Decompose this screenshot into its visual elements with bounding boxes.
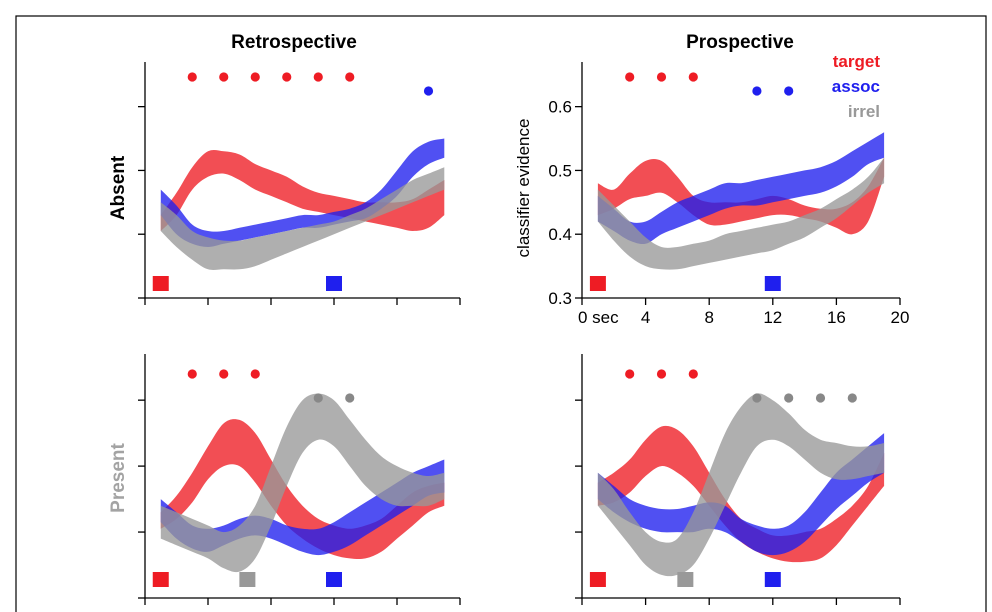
event-marker xyxy=(764,572,781,587)
column-title-retrospective: Retrospective xyxy=(231,32,357,53)
series-band-irrel xyxy=(160,167,445,271)
figure-border xyxy=(15,15,987,612)
row-label-present: Present xyxy=(108,442,129,512)
panel-present-retrospective xyxy=(138,354,461,605)
y-tick-label: 0.4 xyxy=(548,225,572,244)
y-axis-title: classifier evidence xyxy=(514,119,533,258)
legend-assoc: assoc xyxy=(832,77,880,96)
row-label-absent: Absent xyxy=(108,155,129,220)
series-band-assoc xyxy=(597,132,885,245)
x-tick-label: 0 sec xyxy=(578,308,619,327)
event-marker xyxy=(152,572,169,587)
x-tick-label: 12 xyxy=(763,308,782,327)
significance-dot xyxy=(815,393,826,403)
legend-irrel: irrel xyxy=(848,102,880,121)
event-marker xyxy=(677,572,694,587)
significance-dot xyxy=(345,72,355,82)
series-band-irrel xyxy=(597,157,885,270)
significance-dot xyxy=(656,72,667,82)
series-band-target xyxy=(597,425,885,563)
column-title-prospective: Prospective xyxy=(686,32,794,53)
significance-dot xyxy=(688,369,698,379)
event-marker xyxy=(764,276,781,291)
y-tick-label: 0.3 xyxy=(548,289,572,308)
series-band-assoc xyxy=(597,433,885,556)
significance-dot xyxy=(847,393,857,403)
event-marker xyxy=(326,276,342,291)
significance-dot xyxy=(250,72,260,82)
significance-dot xyxy=(784,86,794,96)
significance-dot xyxy=(784,393,794,403)
series-band-irrel xyxy=(160,393,445,573)
significance-dot xyxy=(219,369,229,379)
significance-dot xyxy=(752,86,762,96)
significance-dot xyxy=(345,393,355,403)
event-marker xyxy=(152,276,169,291)
x-tick-label: 20 xyxy=(891,308,910,327)
significance-dot xyxy=(250,369,260,379)
panel-present-prospective xyxy=(575,354,901,605)
legend-target: target xyxy=(833,52,881,71)
x-tick-label: 8 xyxy=(704,308,713,327)
significance-dot xyxy=(625,72,635,82)
x-tick-label: 16 xyxy=(827,308,846,327)
significance-dot xyxy=(752,393,762,403)
x-tick-label: 4 xyxy=(641,308,650,327)
significance-dot xyxy=(313,72,323,82)
significance-dot xyxy=(187,369,197,379)
significance-dot xyxy=(625,369,635,379)
panel-absent-prospective: 0.3 0.4 0.5 0.6 0 sec 4 8 12 16 20 target assoc irre… xyxy=(548,52,909,327)
y-tick-label: 0.5 xyxy=(548,161,572,180)
panel-absent-retrospective xyxy=(138,62,461,305)
series-band-irrel xyxy=(597,393,885,577)
significance-dot xyxy=(219,72,229,82)
significance-dot xyxy=(656,369,667,379)
event-marker xyxy=(589,276,606,291)
event-marker xyxy=(326,572,342,587)
significance-dot xyxy=(282,72,292,82)
event-marker xyxy=(239,572,256,587)
event-marker xyxy=(589,572,606,587)
significance-dot xyxy=(423,86,434,96)
y-tick-label: 0.6 xyxy=(548,98,572,117)
significance-dot xyxy=(187,72,197,82)
significance-dot xyxy=(313,393,323,403)
significance-dot xyxy=(688,72,698,82)
